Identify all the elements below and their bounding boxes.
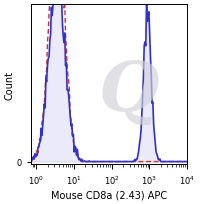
- X-axis label: Mouse CD8a (2.43) APC: Mouse CD8a (2.43) APC: [51, 189, 167, 199]
- Y-axis label: Count: Count: [5, 70, 15, 99]
- Text: Q: Q: [99, 58, 159, 125]
